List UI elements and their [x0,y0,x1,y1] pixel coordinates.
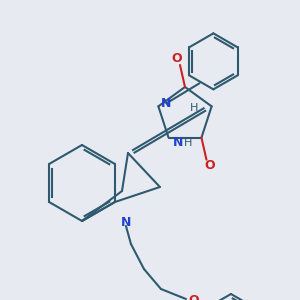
Text: O: O [204,159,215,172]
Text: O: O [189,295,199,300]
Text: H: H [184,138,193,148]
Text: N: N [173,136,184,149]
Text: H: H [189,103,198,113]
Text: N: N [161,97,172,110]
Text: N: N [121,215,131,229]
Text: O: O [172,52,182,65]
